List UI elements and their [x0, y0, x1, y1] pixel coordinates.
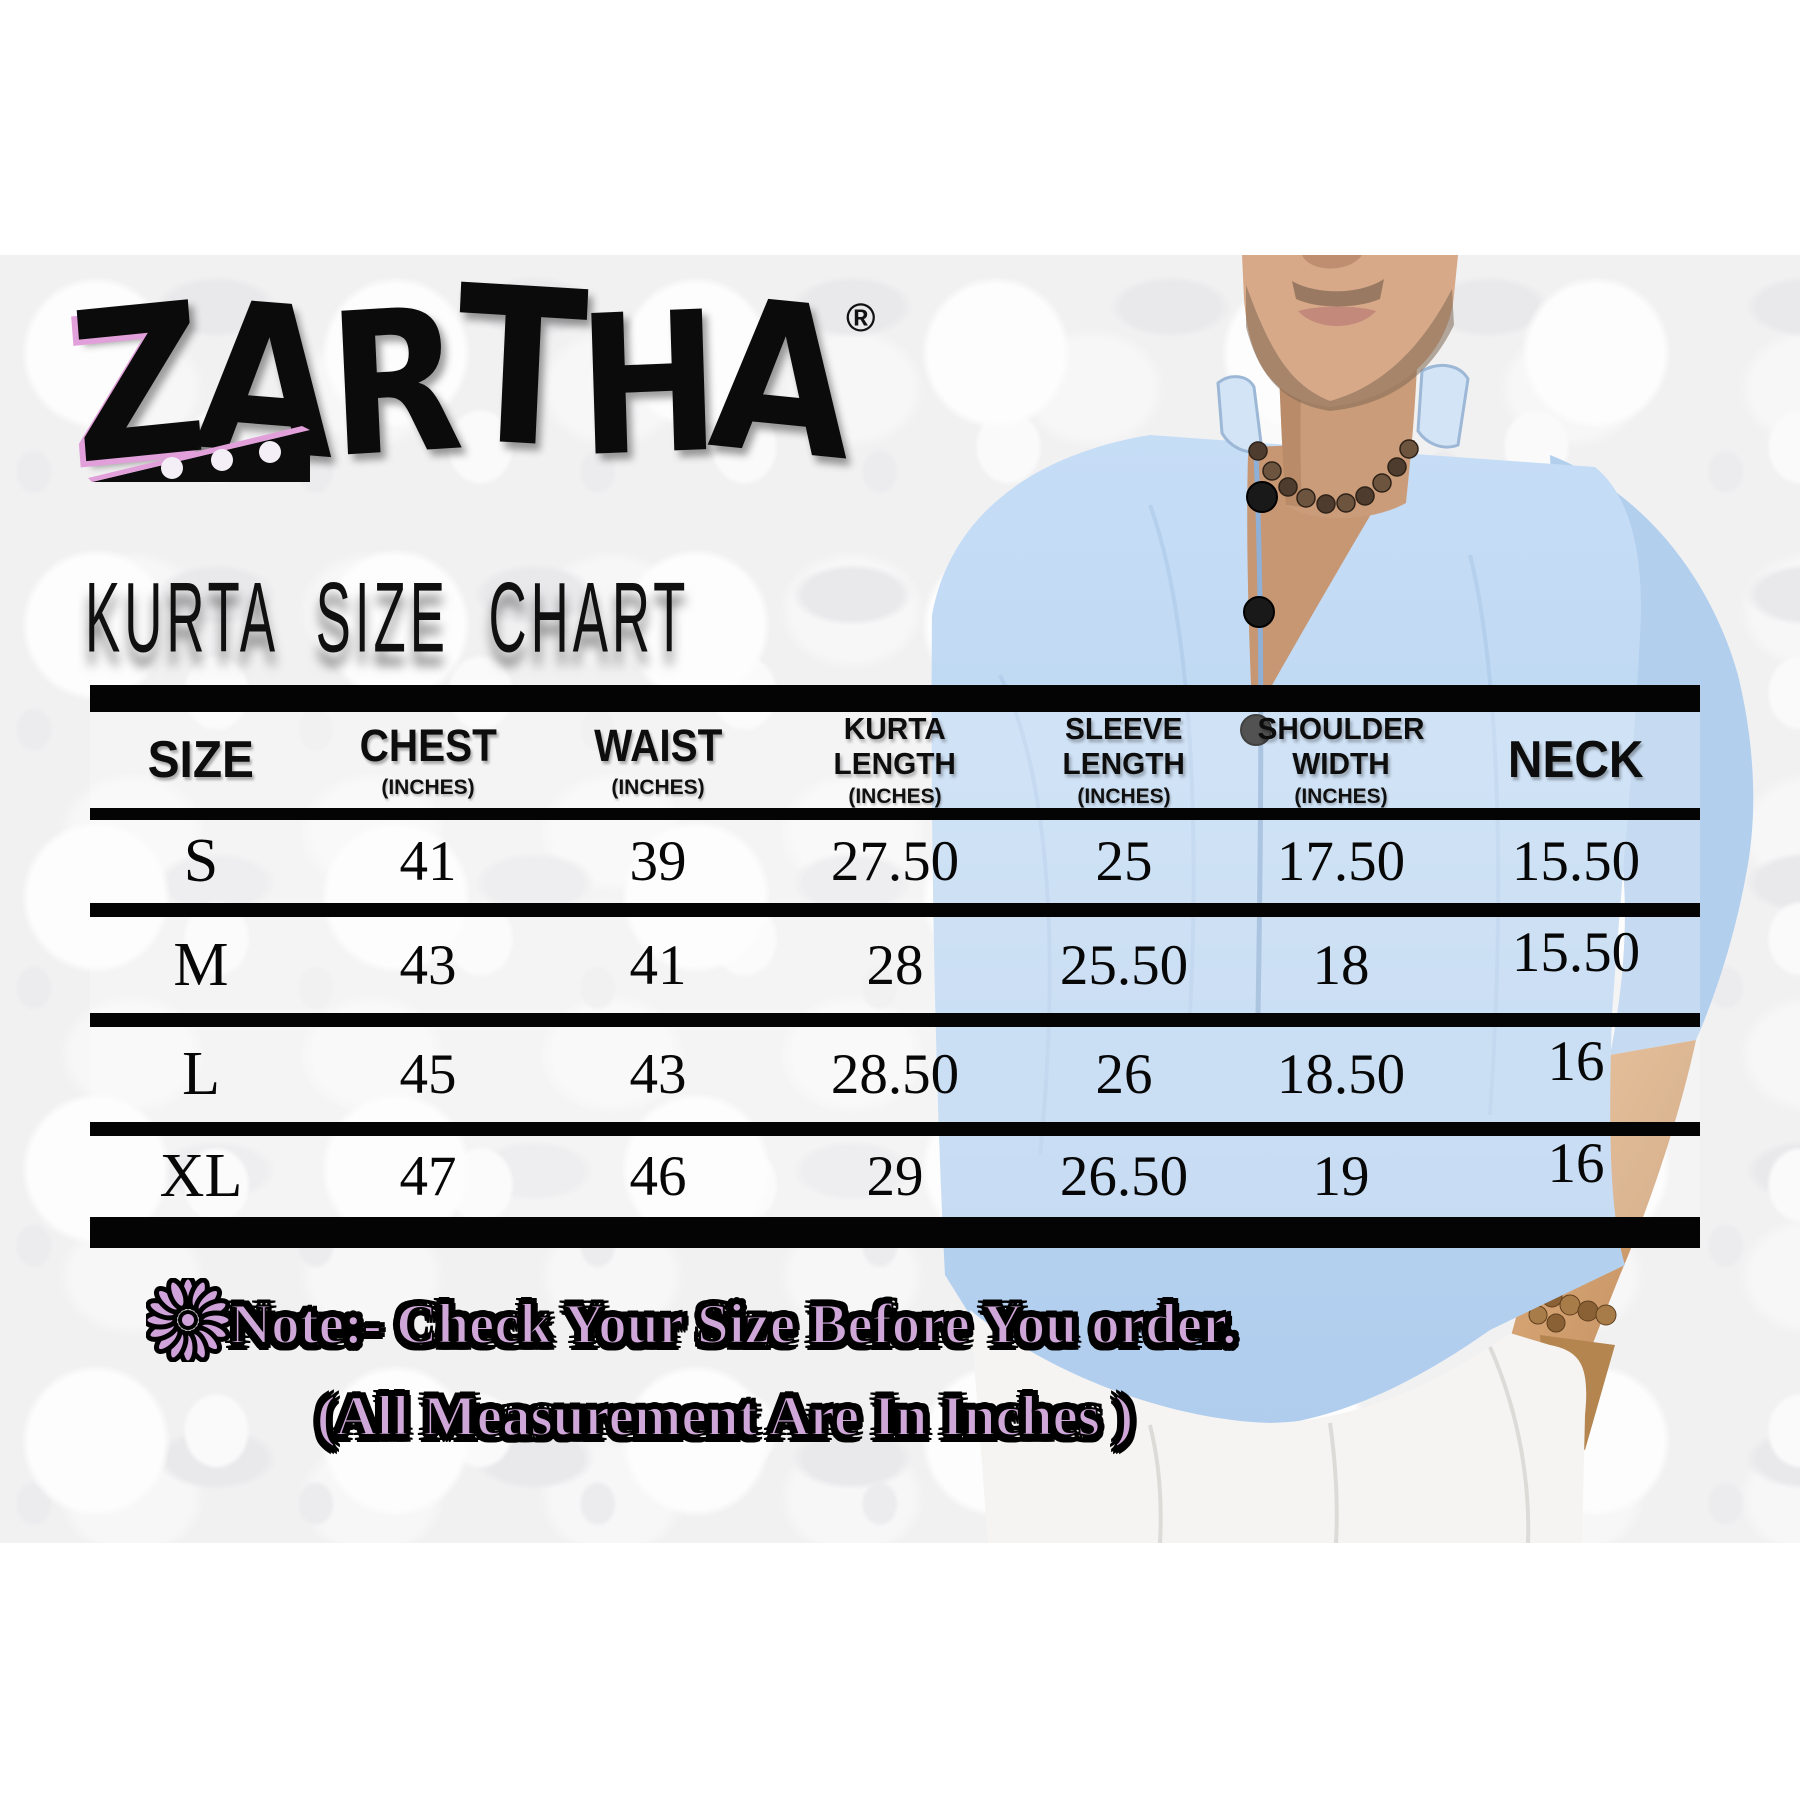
- starburst-flower-icon: [146, 1278, 230, 1362]
- pants-creases: [1148, 1346, 1531, 1543]
- mustache: [1292, 279, 1384, 307]
- page-title: KURTA SIZE CHART: [85, 561, 690, 673]
- nose: [1302, 255, 1362, 269]
- table-tint-overlay: [90, 685, 1700, 1248]
- table-row-m: M 43 41 28 25.50 18 15.50: [90, 917, 1700, 1013]
- kurta-shirt: [931, 435, 1641, 1429]
- registered-trademark: ®: [846, 296, 876, 340]
- model-photo: [931, 255, 1754, 1543]
- sleeve-length-value: 25: [1095, 830, 1153, 893]
- waist-value: 43: [629, 1043, 687, 1106]
- neck-value: 15.50: [1511, 920, 1641, 984]
- shoulder-width-value: 18.50: [1276, 1043, 1406, 1106]
- column-header-kurta-length: KURTA LENGTH (INCHES): [833, 711, 957, 808]
- column-header-neck: NECK: [1508, 731, 1644, 789]
- waist-value: 39: [629, 830, 687, 893]
- table-top-rule: [90, 685, 1700, 712]
- column-header-chest: CHEST (INCHES): [359, 720, 497, 799]
- table-bottom-rule: [90, 1217, 1700, 1248]
- sleeve-length-value: 25.50: [1059, 933, 1189, 997]
- table-rule: [90, 808, 1700, 820]
- logo-flourish: [88, 426, 310, 482]
- size-label: M: [173, 930, 229, 999]
- lips: [1298, 306, 1376, 326]
- size-label: L: [182, 1040, 220, 1108]
- table-header-row: SIZE CHEST (INCHES) WAIST (INCHES) KURTA…: [90, 711, 1700, 808]
- waist-value: 41: [629, 933, 687, 997]
- logo-letter: H: [574, 269, 716, 500]
- note-text-line2: (All Measurement Are In Inches ): [316, 1384, 1134, 1449]
- sleeve-length-value: 26.50: [1059, 1145, 1189, 1208]
- shoulder-width-value: 17.50: [1276, 830, 1406, 893]
- kurta-length-value: 29: [866, 1145, 924, 1208]
- chest-value: 43: [399, 933, 457, 997]
- column-header-shoulder-width: SHOULDER WIDTH (INCHES): [1257, 711, 1425, 808]
- logo-letter: R: [324, 265, 461, 502]
- waist-value: 46: [629, 1145, 687, 1208]
- chest-value: 45: [399, 1043, 457, 1106]
- bead-necklace: [1248, 439, 1419, 514]
- shoulder-width-value: 18: [1312, 933, 1370, 997]
- brand-logo: ZARTHA ®: [63, 238, 875, 511]
- white-pants: [970, 1310, 1587, 1543]
- table-rule: [90, 1013, 1700, 1027]
- table-rule: [90, 903, 1700, 917]
- collar-right: [1416, 363, 1470, 449]
- logo-letter: T: [450, 238, 584, 498]
- neck-value: 16: [1547, 1132, 1605, 1195]
- sleeve-length-value: 26: [1095, 1043, 1153, 1106]
- table-rule: [90, 1122, 1700, 1136]
- column-header-sleeve-length: SLEEVE LENGTH (INCHES): [1062, 711, 1186, 808]
- table-row-s: S 41 39 27.50 25 17.50 15.50: [90, 820, 1700, 903]
- size-label: XL: [159, 1142, 243, 1210]
- neck-value: 15.50: [1511, 830, 1641, 893]
- table-row-l: L 45 43 28.50 26 18.50 16: [90, 1027, 1700, 1122]
- size-chart-table: SIZE CHEST (INCHES) WAIST (INCHES) KURTA…: [90, 685, 1700, 1248]
- kurta-length-value: 28.50: [830, 1043, 960, 1106]
- size-label: S: [183, 827, 219, 895]
- logo-letter: A: [703, 252, 856, 507]
- chest-value: 41: [399, 830, 457, 893]
- table-row-xl: XL 47 46 29 26.50 19 16: [90, 1132, 1700, 1217]
- beard-stubble: [1246, 285, 1454, 411]
- column-header-waist: WAIST (INCHES): [593, 720, 723, 799]
- chest-value: 47: [399, 1145, 457, 1208]
- neck-value: 16: [1547, 1030, 1605, 1093]
- column-header-size: SIZE: [147, 731, 255, 789]
- note-text-line1: Note:- Check Your Size Before You order.: [229, 1292, 1237, 1357]
- kurta-length-value: 28: [866, 933, 924, 997]
- shirt-buttons: [1240, 481, 1278, 746]
- shoulder-width-value: 19: [1312, 1145, 1370, 1208]
- kurta-length-value: 27.50: [830, 830, 960, 893]
